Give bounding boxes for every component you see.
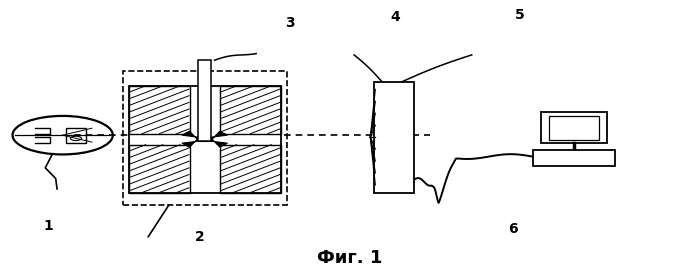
Polygon shape [210,131,227,147]
Text: 1: 1 [44,219,54,233]
Bar [533,150,615,166]
Bar [541,112,607,143]
Polygon shape [129,86,280,193]
Text: 6: 6 [508,222,518,236]
Text: Фиг. 1: Фиг. 1 [317,249,382,267]
Text: 3: 3 [285,16,295,30]
Bar [198,137,212,141]
Text: 4: 4 [390,11,400,24]
Polygon shape [182,131,199,147]
Bar [374,82,415,193]
Bar [549,116,599,140]
Text: 2: 2 [195,230,205,244]
Bar [199,60,211,141]
Text: 5: 5 [515,8,525,22]
Bar [66,128,86,143]
